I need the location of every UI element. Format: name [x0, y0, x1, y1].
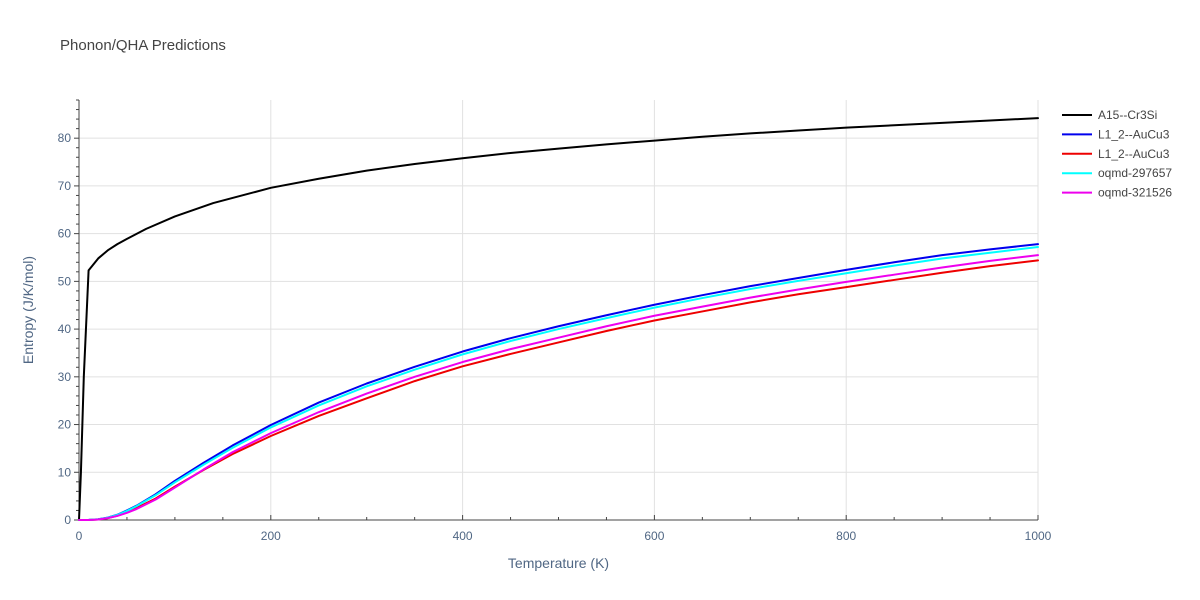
- y-tick-label: 60: [58, 227, 72, 241]
- x-tick-label: 400: [453, 529, 473, 543]
- y-axis-title: Entropy (J/K/mol): [20, 256, 36, 364]
- x-tick-label: 1000: [1025, 529, 1052, 543]
- axes: [74, 99, 1039, 521]
- x-tick-label: 0: [76, 529, 83, 543]
- x-axis-ticks: 0 200 400 600 800 1000: [76, 529, 1052, 543]
- y-tick-label: 0: [64, 513, 71, 527]
- y-tick-label: 80: [58, 131, 72, 145]
- series-line-2: [78, 243, 1039, 521]
- x-tick-label: 800: [836, 529, 856, 543]
- legend-label: A15--Cr3Si: [1098, 108, 1157, 122]
- legend-item[interactable]: oqmd-297657: [1062, 166, 1172, 180]
- series-line-5: [78, 254, 1039, 521]
- y-axis-ticks: 0 10 20 30 40 50 60 70 80: [58, 131, 72, 527]
- legend-label: oqmd-321526: [1098, 186, 1172, 200]
- legend-item[interactable]: L1_2--AuCu3: [1062, 127, 1170, 141]
- legend-item[interactable]: oqmd-321526: [1062, 186, 1172, 200]
- y-tick-label: 70: [58, 179, 72, 193]
- x-axis-title: Temperature (K): [508, 555, 609, 571]
- series-line-3: [78, 259, 1039, 521]
- y-tick-label: 40: [58, 322, 72, 336]
- x-tick-label: 600: [644, 529, 664, 543]
- y-tick-label: 50: [58, 274, 72, 288]
- legend-item[interactable]: A15--Cr3Si: [1062, 108, 1157, 122]
- series-line-4: [78, 246, 1039, 521]
- y-tick-label: 20: [58, 418, 72, 432]
- legend: A15--Cr3Si L1_2--AuCu3 L1_2--AuCu3 oqmd-297…: [1062, 108, 1172, 200]
- series-line-1: [78, 117, 1039, 521]
- legend-item[interactable]: L1_2--AuCu3: [1062, 147, 1170, 161]
- y-tick-label: 10: [58, 465, 72, 479]
- legend-label: oqmd-297657: [1098, 166, 1172, 180]
- plot-area: [78, 117, 1039, 521]
- chart-title: Phonon/QHA Predictions: [60, 37, 226, 54]
- legend-label: L1_2--AuCu3: [1098, 127, 1170, 141]
- y-tick-label: 30: [58, 370, 72, 384]
- x-tick-label: 200: [261, 529, 281, 543]
- legend-label: L1_2--AuCu3: [1098, 147, 1170, 161]
